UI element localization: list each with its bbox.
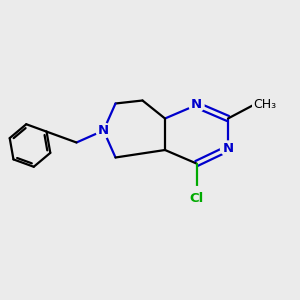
Text: Cl: Cl: [189, 191, 204, 205]
Text: N: N: [191, 98, 202, 112]
Circle shape: [96, 123, 111, 138]
Text: CH₃: CH₃: [254, 98, 277, 112]
Circle shape: [189, 98, 204, 112]
Circle shape: [220, 141, 236, 156]
Text: N: N: [98, 124, 109, 137]
Circle shape: [185, 187, 208, 209]
FancyBboxPatch shape: [252, 98, 278, 112]
Text: N: N: [222, 142, 234, 155]
